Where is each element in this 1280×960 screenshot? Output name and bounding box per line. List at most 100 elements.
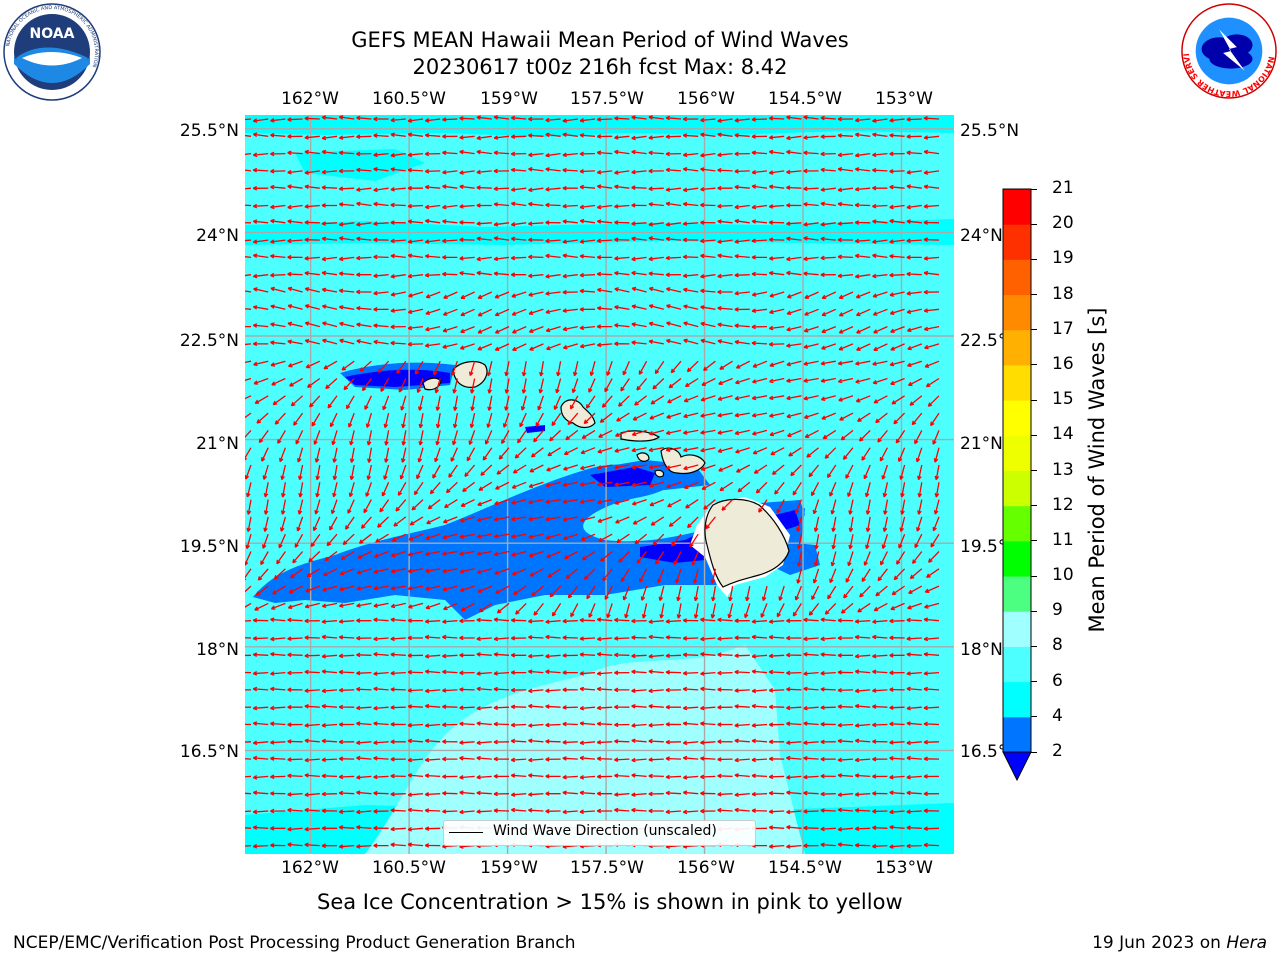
wind-wave-arrow (632, 516, 647, 525)
wind-wave-arrow (258, 430, 269, 444)
wind-wave-arrow (407, 203, 424, 209)
wind-wave-arrow (416, 464, 424, 480)
wind-wave-arrow (545, 774, 561, 779)
wind-wave-arrow (751, 634, 768, 640)
wind-wave-arrow (717, 239, 733, 244)
wind-wave-arrow (873, 343, 888, 351)
wind-wave-arrow (287, 807, 303, 813)
wind-wave-arrow (877, 429, 888, 443)
wind-wave-arrow (562, 498, 578, 504)
wind-wave-arrow (390, 617, 406, 623)
wind-wave-arrow (879, 447, 888, 462)
wind-wave-arrow (820, 652, 836, 657)
wind-wave-arrow (460, 602, 475, 612)
wind-wave-arrow (476, 135, 492, 141)
wind-wave-arrow (245, 827, 252, 829)
colorbar-tick (1031, 188, 1037, 190)
wind-wave-arrow (786, 135, 802, 141)
wind-wave-arrow (589, 361, 596, 377)
wind-wave-arrow (786, 721, 802, 727)
wind-wave-arrow (270, 843, 286, 848)
wind-wave-arrow (373, 740, 389, 746)
wind-wave-arrow (924, 360, 940, 368)
wind-wave-arrow (510, 618, 527, 623)
wind-wave-arrow (515, 602, 527, 615)
wind-wave-arrow (321, 287, 338, 293)
wind-wave-arrow (425, 291, 441, 299)
wind-wave-arrow (768, 149, 785, 155)
wind-wave-arrow (820, 842, 836, 848)
wind-wave-arrow (400, 447, 407, 463)
wind-wave-arrow (614, 323, 630, 328)
wind-wave-arrow (631, 635, 647, 640)
wind-wave-arrow (768, 256, 785, 261)
wind-wave-arrow (493, 721, 510, 727)
colorbar-band (1003, 329, 1031, 366)
wind-wave-arrow (528, 481, 544, 489)
wind-wave-arrow (294, 533, 304, 548)
noaa-logo: NOAA NATIONAL OCEANIC AND ATMOSPHERIC AD… (3, 3, 101, 101)
wind-wave-arrow (786, 169, 802, 175)
wind-wave-arrow (504, 378, 510, 394)
wind-wave-arrow (562, 273, 578, 279)
wind-wave-arrow (338, 825, 355, 830)
graticule (245, 115, 954, 854)
wind-wave-arrow (760, 603, 768, 618)
wind-wave-arrow (717, 722, 733, 727)
wind-wave-arrow (397, 481, 407, 496)
wind-wave-arrow (377, 516, 390, 528)
colorbar-tick (1031, 751, 1037, 753)
wind-wave-arrow (924, 602, 940, 609)
wind-wave-arrow (562, 239, 578, 244)
wind-wave-arrow (911, 551, 923, 564)
wind-wave-arrow (347, 412, 355, 428)
wind-wave-arrow (315, 482, 321, 498)
wind-wave-arrow (424, 272, 441, 278)
wind-wave-arrow (648, 773, 664, 779)
colorbar-tick-label: 2 (1052, 741, 1063, 761)
wind-wave-arrow (539, 361, 545, 377)
wind-wave-arrow (665, 653, 682, 659)
wind-wave-arrow (889, 635, 905, 641)
wind-wave-arrow (513, 585, 527, 596)
wind-wave-arrow (338, 704, 355, 710)
wind-wave-arrow (510, 687, 527, 693)
wind-wave-arrow (270, 322, 286, 328)
wind-wave-arrow (528, 773, 544, 778)
wind-wave-arrow (304, 116, 320, 121)
wind-wave-arrow (786, 325, 802, 332)
wind-wave-arrow (583, 412, 596, 425)
wind-wave-arrow (786, 395, 802, 401)
wind-wave-arrow (520, 395, 527, 411)
wind-wave-arrow (872, 360, 888, 366)
wind-wave-arrow (889, 169, 905, 174)
wind-wave-arrow (837, 704, 854, 709)
wind-wave-arrow (290, 395, 304, 407)
wind-wave-arrow (665, 187, 682, 192)
colorbar-tick-label: 4 (1052, 705, 1063, 726)
wind-wave-arrow (924, 585, 940, 593)
wind-wave-arrow (631, 203, 647, 208)
wind-wave-arrow (304, 703, 320, 709)
wind-wave-arrow (665, 722, 682, 727)
wind-wave-arrow (407, 722, 424, 728)
wind-wave-arrow (304, 688, 320, 694)
wind-wave-arrow (348, 482, 355, 498)
wind-wave-arrow (705, 516, 716, 530)
wind-wave-arrow (875, 412, 888, 424)
wind-wave-arrow (521, 361, 527, 377)
wind-wave-arrow (393, 516, 407, 527)
wind-wave-arrow (751, 653, 768, 659)
wind-wave-arrow (287, 254, 303, 260)
colorbar-band (1003, 576, 1031, 612)
wind-wave-arrow (889, 151, 905, 157)
wind-wave-arrow (255, 585, 269, 596)
wind-wave-arrow (442, 585, 458, 592)
wind-wave-arrow (665, 704, 681, 710)
wind-wave-arrow (614, 792, 630, 797)
wind-wave-arrow (872, 653, 888, 659)
wind-wave-arrow (373, 585, 389, 591)
wind-wave-arrow (614, 184, 630, 190)
wind-wave-arrow (838, 291, 854, 299)
wind-wave-arrow (407, 568, 424, 574)
